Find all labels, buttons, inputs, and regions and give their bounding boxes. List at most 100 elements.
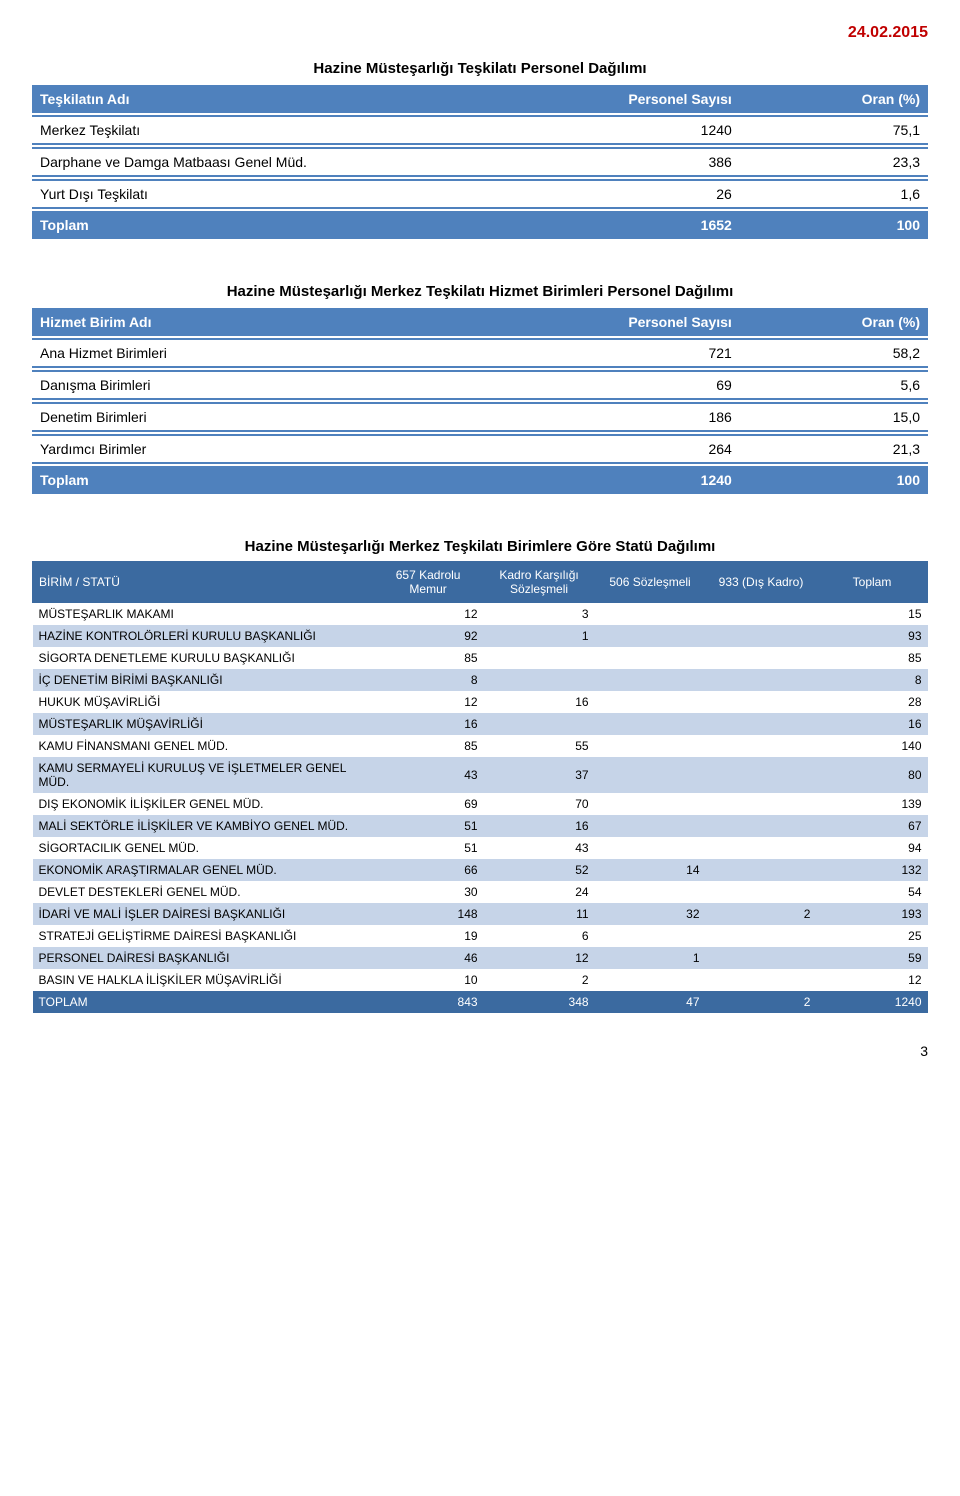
table3-cell-c1: 69 — [373, 793, 484, 815]
table3-row: STRATEJİ GELİŞTİRME DAİRESİ BAŞKANLIĞI19… — [33, 925, 928, 947]
table3-row: MÜSTEŞARLIK MAKAMI12315 — [33, 603, 928, 626]
table3-cell-c2: 55 — [484, 735, 595, 757]
table3-cell-c1: 46 — [373, 947, 484, 969]
table3-cell-c2: 16 — [484, 691, 595, 713]
table2-total-row: Toplam 1240 100 — [32, 466, 928, 494]
table3-cell-c2 — [484, 647, 595, 669]
table3-row: KAMU SERMAYELİ KURULUŞ VE İŞLETMELER GEN… — [33, 757, 928, 793]
table3-cell-tot: 94 — [816, 837, 927, 859]
table3-cell-c3 — [595, 925, 706, 947]
table3-cell-label: KAMU FİNANSMANI GENEL MÜD. — [33, 735, 373, 757]
table3-cell-c3 — [595, 757, 706, 793]
table3-cell-c2: 37 — [484, 757, 595, 793]
table3-cell-label: İDARİ VE MALİ İŞLER DAİRESİ BAŞKANLIĞI — [33, 903, 373, 925]
table3-cell-c4 — [706, 757, 817, 793]
table3-cell-tot: 80 — [816, 757, 927, 793]
table3-cell-label: STRATEJİ GELİŞTİRME DAİRESİ BAŞKANLIĞI — [33, 925, 373, 947]
table1-cell-label: Darphane ve Damga Matbaası Genel Müd. — [32, 147, 552, 177]
table1-row: Yurt Dışı Teşkilatı 26 1,6 — [32, 179, 928, 209]
table3-cell-c2 — [484, 713, 595, 735]
table1-cell-label: Yurt Dışı Teşkilatı — [32, 179, 552, 209]
table3-cell-tot: 93 — [816, 625, 927, 647]
table3: BİRİM / STATÜ 657 Kadrolu Memur Kadro Ka… — [32, 561, 928, 1013]
table3-cell-label: EKONOMİK ARAŞTIRMALAR GENEL MÜD. — [33, 859, 373, 881]
table3-cell-tot: 28 — [816, 691, 927, 713]
table3-cell-c3 — [595, 713, 706, 735]
table2-total-label: Toplam — [32, 466, 552, 494]
table3-row: KAMU FİNANSMANI GENEL MÜD.8555140 — [33, 735, 928, 757]
table3-cell-c3 — [595, 837, 706, 859]
table1-cell-count: 386 — [552, 147, 740, 177]
table3-row: HAZİNE KONTROLÖRLERİ KURULU BAŞKANLIĞI92… — [33, 625, 928, 647]
table2-cell-pct: 5,6 — [740, 370, 928, 400]
table3-cell-tot: 132 — [816, 859, 927, 881]
table3-cell-tot: 193 — [816, 903, 927, 925]
table3-cell-c3 — [595, 603, 706, 626]
table2-header-name: Hizmet Birim Adı — [32, 308, 552, 336]
table3-cell-c2: 43 — [484, 837, 595, 859]
table3-cell-c1: 51 — [373, 837, 484, 859]
table3-cell-c1: 10 — [373, 969, 484, 991]
table3-cell-c4 — [706, 837, 817, 859]
table1-header-row: Teşkilatın Adı Personel Sayısı Oran (%) — [32, 85, 928, 113]
table3-cell-c3 — [595, 815, 706, 837]
table3-cell-label: SİGORTA DENETLEME KURULU BAŞKANLIĞI — [33, 647, 373, 669]
table3-cell-c2: 12 — [484, 947, 595, 969]
table3-cell-c2: 2 — [484, 969, 595, 991]
table2-cell-pct: 15,0 — [740, 402, 928, 432]
table3-cell-c1: 12 — [373, 603, 484, 626]
table2-cell-count: 721 — [552, 338, 740, 368]
table3-cell-tot: 139 — [816, 793, 927, 815]
table3-cell-label: HUKUK MÜŞAVİRLİĞİ — [33, 691, 373, 713]
table3-header-tot: Toplam — [816, 562, 927, 603]
table3-header-row: BİRİM / STATÜ 657 Kadrolu Memur Kadro Ka… — [33, 562, 928, 603]
table2-cell-count: 186 — [552, 402, 740, 432]
table3-cell-c1: 92 — [373, 625, 484, 647]
table2-total-count: 1240 — [552, 466, 740, 494]
table2-cell-pct: 58,2 — [740, 338, 928, 368]
table1-cell-pct: 23,3 — [740, 147, 928, 177]
table3-grand-label: TOPLAM — [33, 991, 373, 1013]
table3-cell-c4 — [706, 925, 817, 947]
table3-cell-c2 — [484, 669, 595, 691]
table3-cell-c3 — [595, 691, 706, 713]
table2-cell-label: Yardımcı Birimler — [32, 434, 552, 464]
table1-total-label: Toplam — [32, 211, 552, 239]
table2-total-pct: 100 — [740, 466, 928, 494]
table3-header-c3: 506 Sözleşmeli — [595, 562, 706, 603]
table2-cell-count: 264 — [552, 434, 740, 464]
table3-cell-tot: 85 — [816, 647, 927, 669]
table1-row: Darphane ve Damga Matbaası Genel Müd. 38… — [32, 147, 928, 177]
table1-cell-count: 26 — [552, 179, 740, 209]
table3-cell-label: MALİ SEKTÖRLE İLİŞKİLER VE KAMBİYO GENEL… — [33, 815, 373, 837]
table3-cell-c3 — [595, 793, 706, 815]
table3-cell-c3 — [595, 669, 706, 691]
table3-header-c4: 933 (Dış Kadro) — [706, 562, 817, 603]
table3-grand-tot: 1240 — [816, 991, 927, 1013]
table3-cell-c1: 148 — [373, 903, 484, 925]
table3-header-c1: 657 Kadrolu Memur — [373, 562, 484, 603]
table3-cell-c3 — [595, 735, 706, 757]
table3-cell-c4: 2 — [706, 903, 817, 925]
table1-header-pct: Oran (%) — [740, 85, 928, 113]
table3-cell-label: DIŞ EKONOMİK İLİŞKİLER GENEL MÜD. — [33, 793, 373, 815]
table3-cell-tot: 15 — [816, 603, 927, 626]
table3-cell-c2: 16 — [484, 815, 595, 837]
table1: Teşkilatın Adı Personel Sayısı Oran (%) … — [32, 83, 928, 241]
table3-header-c2: Kadro Karşılığı Sözleşmeli — [484, 562, 595, 603]
table2-header-row: Hizmet Birim Adı Personel Sayısı Oran (%… — [32, 308, 928, 336]
table3-cell-tot: 67 — [816, 815, 927, 837]
table3-cell-c4 — [706, 793, 817, 815]
table2-cell-label: Denetim Birimleri — [32, 402, 552, 432]
table3-cell-label: SİGORTACILIK GENEL MÜD. — [33, 837, 373, 859]
table3-row: İÇ DENETİM BİRİMİ BAŞKANLIĞI88 — [33, 669, 928, 691]
table3-cell-c4 — [706, 815, 817, 837]
table3-grand-c2: 348 — [484, 991, 595, 1013]
table3-row: HUKUK MÜŞAVİRLİĞİ121628 — [33, 691, 928, 713]
table3-cell-c4 — [706, 969, 817, 991]
table3-cell-tot: 140 — [816, 735, 927, 757]
table1-cell-pct: 1,6 — [740, 179, 928, 209]
table2-header-count: Personel Sayısı — [552, 308, 740, 336]
table3-cell-c2: 11 — [484, 903, 595, 925]
table3-row: İDARİ VE MALİ İŞLER DAİRESİ BAŞKANLIĞI14… — [33, 903, 928, 925]
